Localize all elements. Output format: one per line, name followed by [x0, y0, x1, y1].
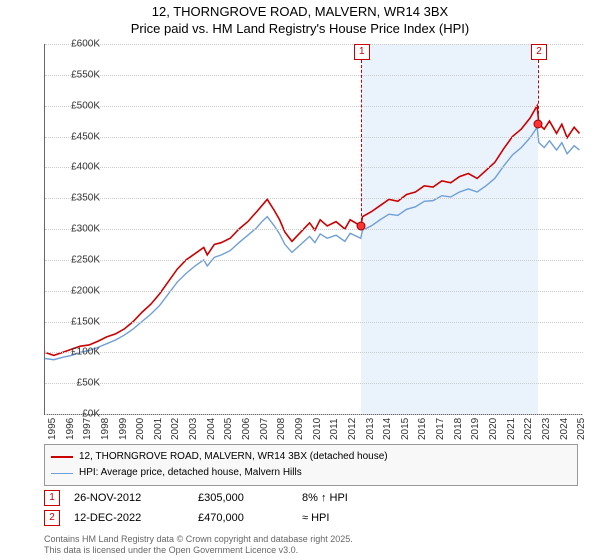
y-axis-label: £300K	[60, 224, 100, 235]
x-axis-label: 1999	[118, 418, 129, 440]
x-axis-label: 1997	[82, 418, 93, 440]
y-axis-label: £100K	[60, 347, 100, 358]
legend-item-blue: HPI: Average price, detached house, Malv…	[51, 465, 571, 481]
y-axis-label: £50K	[60, 378, 100, 389]
x-axis-label: 1996	[65, 418, 76, 440]
y-axis-label: £550K	[60, 69, 100, 80]
x-axis-label: 2021	[506, 418, 517, 440]
x-axis-label: 1998	[100, 418, 111, 440]
y-axis-label: £600K	[60, 39, 100, 50]
x-axis-label: 2000	[135, 418, 146, 440]
x-axis-label: 2019	[470, 418, 481, 440]
sale-index: 1	[44, 490, 60, 506]
x-axis-label: 2003	[188, 418, 199, 440]
gridline	[45, 414, 583, 415]
marker-line	[361, 60, 362, 226]
x-axis-label: 2013	[365, 418, 376, 440]
footer: Contains HM Land Registry data © Crown c…	[44, 534, 353, 556]
x-axis-label: 2016	[417, 418, 428, 440]
sale-index: 2	[44, 510, 60, 526]
x-axis-label: 2011	[329, 418, 340, 440]
x-axis-label: 2008	[276, 418, 287, 440]
legend-label: HPI: Average price, detached house, Malv…	[79, 465, 302, 481]
title-line2: Price paid vs. HM Land Registry's House …	[131, 21, 469, 36]
x-axis-label: 2005	[223, 418, 234, 440]
y-axis-label: £500K	[60, 100, 100, 111]
series-red	[45, 106, 579, 356]
gridline	[45, 106, 583, 107]
x-axis-label: 2007	[259, 418, 270, 440]
sale-delta: ≈ HPI	[302, 512, 329, 524]
gridline	[45, 198, 583, 199]
x-axis-label: 2017	[435, 418, 446, 440]
y-axis-label: £350K	[60, 193, 100, 204]
marker-badge: 1	[354, 44, 370, 60]
x-axis-label: 2004	[206, 418, 217, 440]
marker-line	[538, 60, 539, 124]
plot-area: 12	[44, 44, 583, 415]
x-axis-label: 2018	[453, 418, 464, 440]
sales-table: 1 26-NOV-2012 £305,000 8% ↑ HPI 2 12-DEC-2022…	[44, 488, 564, 528]
gridline	[45, 229, 583, 230]
gridline	[45, 75, 583, 76]
sale-date: 12-DEC-2022	[74, 512, 184, 524]
sale-dot	[356, 221, 365, 230]
x-axis-label: 2015	[400, 418, 411, 440]
gridline	[45, 44, 583, 45]
y-axis-label: £250K	[60, 254, 100, 265]
legend-item-red: 12, THORNGROVE ROAD, MALVERN, WR14 3BX (…	[51, 449, 571, 465]
sale-price: £305,000	[198, 492, 288, 504]
x-axis-label: 2022	[523, 418, 534, 440]
sale-row: 1 26-NOV-2012 £305,000 8% ↑ HPI	[44, 488, 564, 508]
gridline	[45, 383, 583, 384]
sale-row: 2 12-DEC-2022 £470,000 ≈ HPI	[44, 508, 564, 528]
gridline	[45, 291, 583, 292]
x-axis-label: 2014	[382, 418, 393, 440]
sale-dot	[534, 120, 543, 129]
chart-title: 12, THORNGROVE ROAD, MALVERN, WR14 3BX P…	[0, 0, 600, 38]
x-axis-label: 2024	[559, 418, 570, 440]
gridline	[45, 167, 583, 168]
y-axis-label: £400K	[60, 162, 100, 173]
sale-date: 26-NOV-2012	[74, 492, 184, 504]
y-axis-label: £150K	[60, 316, 100, 327]
x-axis-label: 2025	[576, 418, 587, 440]
marker-badge: 2	[531, 44, 547, 60]
title-line1: 12, THORNGROVE ROAD, MALVERN, WR14 3BX	[152, 4, 448, 19]
legend-label: 12, THORNGROVE ROAD, MALVERN, WR14 3BX (…	[79, 449, 388, 465]
legend: 12, THORNGROVE ROAD, MALVERN, WR14 3BX (…	[44, 444, 578, 486]
gridline	[45, 260, 583, 261]
y-axis-label: £200K	[60, 285, 100, 296]
x-axis-label: 2012	[347, 418, 358, 440]
x-axis-label: 2009	[294, 418, 305, 440]
x-axis-label: 2001	[153, 418, 164, 440]
y-axis-label: £450K	[60, 131, 100, 142]
x-axis-label: 2010	[312, 418, 323, 440]
chart-area: 12	[44, 44, 582, 414]
sale-delta: 8% ↑ HPI	[302, 492, 348, 504]
x-axis-label: 2006	[241, 418, 252, 440]
x-axis-label: 2023	[541, 418, 552, 440]
x-axis-label: 2020	[488, 418, 499, 440]
sale-price: £470,000	[198, 512, 288, 524]
gridline	[45, 352, 583, 353]
gridline	[45, 137, 583, 138]
chart-container: 12, THORNGROVE ROAD, MALVERN, WR14 3BX P…	[0, 0, 600, 560]
footer-line2: This data is licensed under the Open Gov…	[44, 545, 298, 555]
x-axis-label: 2002	[170, 418, 181, 440]
legend-swatch	[51, 473, 73, 474]
gridline	[45, 322, 583, 323]
series-blue	[45, 127, 579, 359]
legend-swatch	[51, 456, 73, 458]
x-axis-label: 1995	[47, 418, 58, 440]
footer-line1: Contains HM Land Registry data © Crown c…	[44, 534, 353, 544]
